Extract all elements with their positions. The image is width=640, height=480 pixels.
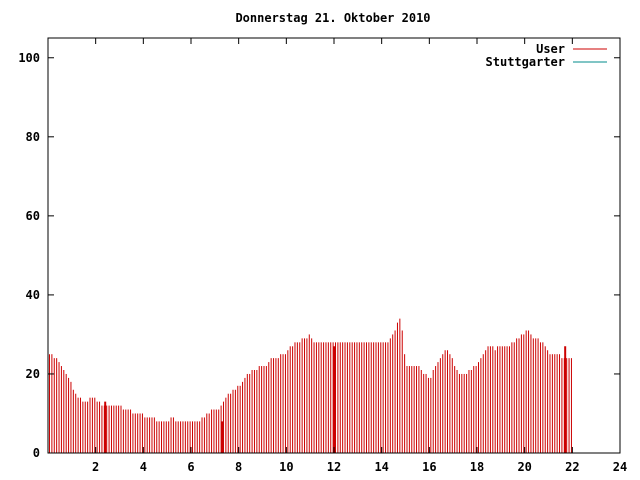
x-axis: 2 4 6 8 10 12 14 16 18 20 22 24	[92, 38, 627, 474]
x-tick-label: 6	[187, 460, 194, 474]
x-tick-label: 2	[92, 460, 99, 474]
x-tick-label: 16	[422, 460, 436, 474]
x-tick-label: 24	[613, 460, 627, 474]
y-tick-label: 100	[18, 51, 40, 65]
y-tick-label: 40	[26, 288, 40, 302]
bar-series	[49, 318, 572, 453]
x-tick-label: 22	[565, 460, 579, 474]
x-tick-label: 8	[235, 460, 242, 474]
x-tick-label: 20	[517, 460, 531, 474]
x-tick-label: 18	[470, 460, 484, 474]
x-tick-label: 10	[279, 460, 293, 474]
y-tick-label: 20	[26, 367, 40, 381]
chart-title: Donnerstag 21. Oktober 2010	[235, 11, 430, 25]
y-axis: 0 20 40 60 80 100	[18, 51, 620, 460]
y-tick-label: 60	[26, 209, 40, 223]
y-tick-label: 0	[33, 446, 40, 460]
x-tick-label: 4	[140, 460, 147, 474]
x-tick-label: 14	[374, 460, 388, 474]
legend-label: User	[536, 42, 565, 56]
x-tick-label: 12	[327, 460, 341, 474]
y-tick-label: 80	[26, 130, 40, 144]
legend-label: Stuttgarter	[486, 55, 565, 69]
spike-series	[104, 346, 567, 453]
